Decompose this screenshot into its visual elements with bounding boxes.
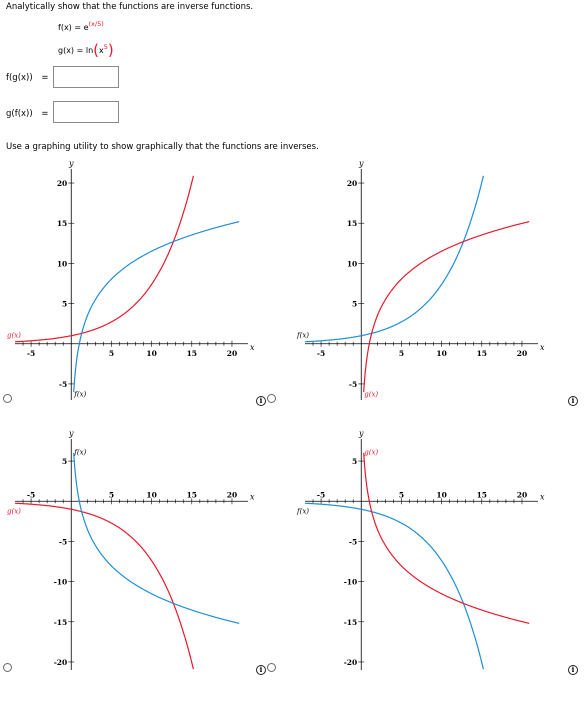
series-fx-curve xyxy=(304,175,484,343)
x-tick-label: -5 xyxy=(317,490,325,499)
x-tick-label: 15 xyxy=(187,349,197,358)
equals-sign: = xyxy=(76,46,84,55)
x-axis-name: x xyxy=(250,492,255,501)
y-tick-label: -5 xyxy=(59,537,67,546)
x-tick-label: -5 xyxy=(317,349,325,358)
graph-instruction-text: Use a graphing utility to show graphical… xyxy=(6,142,319,152)
y-axis-name: y xyxy=(68,429,74,438)
info-icon[interactable]: i xyxy=(256,665,266,675)
graph-option-b: -5 5 10 15 20 20 15 10 5 -5 x y g(x) f(x) xyxy=(296,159,545,400)
y-tick-label: 10 xyxy=(57,259,67,268)
y-tick-label: 5 xyxy=(62,457,67,466)
x-tick-label: 5 xyxy=(399,349,404,358)
y-tick-label: 20 xyxy=(347,179,357,188)
fg-label-text: f(g(x)) xyxy=(6,73,33,83)
x-tick-label: 20 xyxy=(227,490,237,499)
x-tick-label: 15 xyxy=(187,490,197,499)
g-definition: g(x) = ln(x5) xyxy=(58,41,114,59)
y-tick-label: 15 xyxy=(57,219,67,228)
g-lhs: g(x) xyxy=(58,46,75,55)
x-tick-label: 20 xyxy=(517,490,527,499)
y-tick-label: -5 xyxy=(349,380,357,389)
blue-curve-label: f(x) xyxy=(296,331,309,339)
f-definition: f(x) = e(x/5) xyxy=(58,20,104,32)
series-fx-curve xyxy=(14,175,194,343)
x-tick-label: 15 xyxy=(477,349,487,358)
y-tick-label: -10 xyxy=(54,578,68,587)
red-curve-label: g(x) xyxy=(364,448,378,456)
gf-answer-input[interactable] xyxy=(53,101,119,123)
y-tick-label: 15 xyxy=(347,219,357,228)
fg-label: f(g(x)) = xyxy=(6,73,49,83)
equals-sign: = xyxy=(41,109,49,119)
f-exponent: (x/5) xyxy=(88,20,104,28)
f-lhs: f(x) xyxy=(58,23,72,32)
y-tick-label: -5 xyxy=(349,537,357,546)
close-paren: ) xyxy=(107,41,114,59)
equals-sign: = xyxy=(41,73,49,83)
x-axis-name: x xyxy=(250,343,255,352)
x-tick-label: 10 xyxy=(436,490,446,499)
series-gx-curve xyxy=(73,221,240,393)
info-icon[interactable]: i xyxy=(256,396,266,406)
x-tick-label: 10 xyxy=(146,490,156,499)
y-tick-label: -15 xyxy=(54,618,68,627)
y-tick-label: -15 xyxy=(344,618,358,627)
y-tick-label: 20 xyxy=(57,179,67,188)
ln-text: ln xyxy=(85,46,94,55)
instruction-text: Analytically show that the functions are… xyxy=(6,2,254,12)
series-gx-curve xyxy=(73,452,240,624)
x-tick-label: 20 xyxy=(227,349,237,358)
y-axis-name: y xyxy=(358,159,364,168)
open-paren: ( xyxy=(93,41,100,59)
series-fx-curve xyxy=(14,502,194,670)
red-curve-label: g(x) xyxy=(7,331,21,339)
equals-sign: = xyxy=(74,23,82,32)
series-gx-curve xyxy=(363,452,530,624)
series-gx-curve xyxy=(363,221,530,393)
blue-curve-label: f(x) xyxy=(296,508,309,516)
y-axis-name: y xyxy=(358,429,364,438)
y-tick-label: 10 xyxy=(347,259,357,268)
x-axis-name: x xyxy=(540,492,545,501)
info-icon[interactable]: i xyxy=(568,665,578,675)
fg-answer-input[interactable] xyxy=(53,66,119,88)
y-tick-label: 5 xyxy=(62,300,67,309)
blue-curve-label: f(x) xyxy=(73,448,86,456)
x-axis-name: x xyxy=(540,343,545,352)
radio-option-a[interactable] xyxy=(3,394,12,403)
blue-curve-label: f(x) xyxy=(73,391,86,399)
x-tick-label: 5 xyxy=(109,349,114,358)
gf-label: g(f(x)) = xyxy=(6,109,49,119)
y-tick-label: -20 xyxy=(54,658,68,667)
graph-option-c: -5 5 10 15 20 5 -5 -10 -15 -20 x y g(x) f(x) xyxy=(7,429,255,670)
info-icon[interactable]: i xyxy=(568,396,578,406)
x-tick-label: -5 xyxy=(27,349,35,358)
radio-option-d[interactable] xyxy=(267,663,276,672)
x-tick-label: 10 xyxy=(146,349,156,358)
series-fx-curve xyxy=(304,502,484,670)
y-tick-label: -5 xyxy=(59,380,67,389)
g-exponent: 5 xyxy=(103,43,108,51)
f-base: e xyxy=(83,23,89,32)
graph-option-a: -5 5 10 15 20 20 15 10 5 -5 x y g(x) f(x) xyxy=(7,159,255,400)
y-tick-label: -10 xyxy=(344,578,358,587)
red-curve-label: g(x) xyxy=(7,508,21,516)
graph-option-d: -5 5 10 15 20 5 -5 -10 -15 -20 x y g(x) f(x) xyxy=(296,429,545,670)
y-axis-name: y xyxy=(68,159,74,168)
x-tick-label: 10 xyxy=(436,349,446,358)
y-tick-label: 5 xyxy=(352,300,357,309)
x-tick-label: 15 xyxy=(477,490,487,499)
x-tick-label: 5 xyxy=(399,490,404,499)
y-tick-label: -20 xyxy=(344,658,358,667)
x-tick-label: -5 xyxy=(27,490,35,499)
y-tick-label: 5 xyxy=(352,457,357,466)
radio-option-b[interactable] xyxy=(267,394,276,403)
g-x: x xyxy=(99,46,104,55)
x-tick-label: 20 xyxy=(517,349,527,358)
x-tick-label: 5 xyxy=(109,490,114,499)
red-curve-label: g(x) xyxy=(364,391,378,399)
gf-label-text: g(f(x)) xyxy=(6,109,33,119)
radio-option-c[interactable] xyxy=(3,663,12,672)
